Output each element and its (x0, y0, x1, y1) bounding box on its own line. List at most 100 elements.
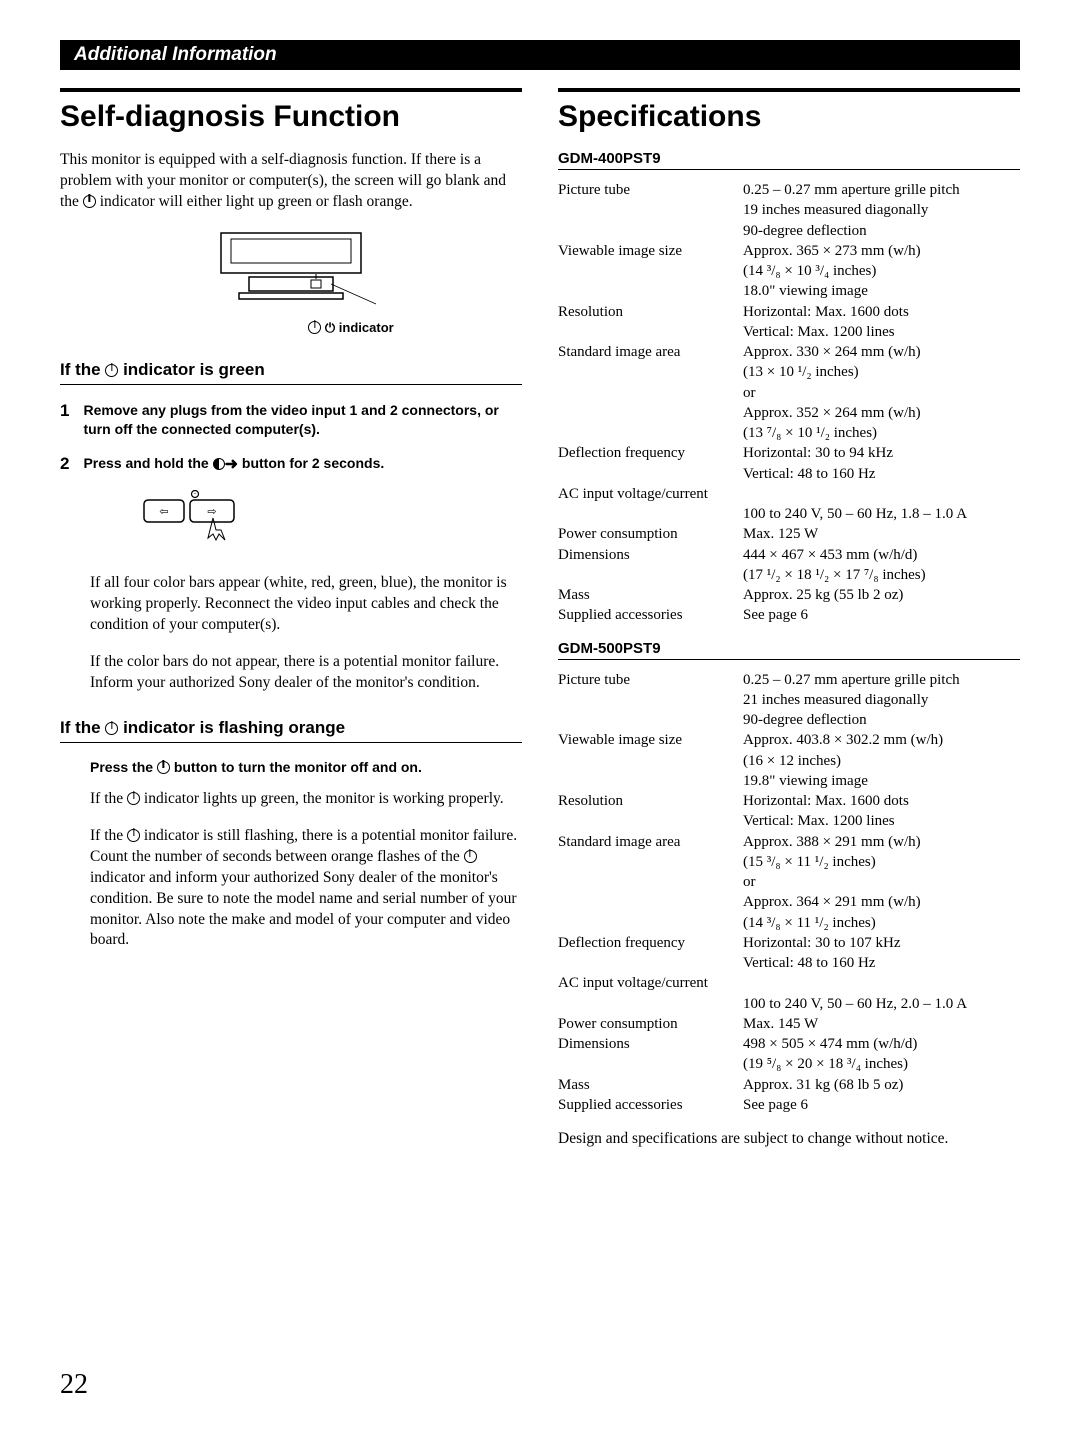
spec-row: (15 ³/₈ × 11 ¹/₂ inches) (558, 852, 1020, 872)
spec-row: (16 × 12 inches) (558, 751, 1020, 771)
spec-value: Horizontal: Max. 1600 dots (743, 302, 1020, 322)
green-para2: If the color bars do not appear, there i… (90, 652, 522, 694)
spec-value: Approx. 31 kg (68 lb 5 oz) (743, 1075, 1020, 1095)
spec-row: Picture tube0.25 – 0.27 mm aperture gril… (558, 670, 1020, 690)
power-icon (127, 792, 140, 805)
spec-value: See page 6 (743, 1095, 1020, 1115)
spec-row: Standard image areaApprox. 330 × 264 mm … (558, 342, 1020, 362)
spec-row: (19 ⁵/₈ × 20 × 18 ³/₄ inches) (558, 1054, 1020, 1074)
spec-row: Picture tube0.25 – 0.27 mm aperture gril… (558, 180, 1020, 200)
spec-row: Supplied accessoriesSee page 6 (558, 1095, 1020, 1115)
orange-heading: If the indicator is flashing orange (60, 718, 522, 743)
spec-value: (13 ⁷/₈ × 10 ¹/₂ inches) (743, 423, 1020, 443)
spec-value: or (743, 872, 1020, 892)
intro-text: This monitor is equipped with a self-dia… (60, 150, 522, 213)
spec-label: Standard image area (558, 342, 743, 362)
spec-row: ResolutionHorizontal: Max. 1600 dots (558, 302, 1020, 322)
spec-row: 19.8" viewing image (558, 771, 1020, 791)
spec-row: Viewable image sizeApprox. 365 × 273 mm … (558, 241, 1020, 261)
power-icon (308, 321, 321, 334)
spec-row: AC input voltage/current (558, 973, 1020, 993)
spec-row: Vertical: Max. 1200 lines (558, 811, 1020, 831)
spec-row: Dimensions444 × 467 × 453 mm (w/h/d) (558, 545, 1020, 565)
spec-value: 444 × 467 × 453 mm (w/h/d) (743, 545, 1020, 565)
spec-value: Max. 145 W (743, 1014, 1020, 1034)
spec-value: 90-degree deflection (743, 710, 1020, 730)
spec-label (558, 872, 743, 892)
spec-value: (14 ³/₈ × 10 ³/₄ inches) (743, 261, 1020, 281)
spec-label: Picture tube (558, 180, 743, 200)
spec-label: Resolution (558, 791, 743, 811)
spec-value: 0.25 – 0.27 mm aperture grille pitch (743, 180, 1020, 200)
spec-label: Mass (558, 1075, 743, 1095)
power-icon (127, 829, 140, 842)
step-number: 2 (60, 454, 69, 476)
spec-row: (14 ³/₈ × 11 ¹/₂ inches) (558, 913, 1020, 933)
spec-row: ResolutionHorizontal: Max. 1600 dots (558, 791, 1020, 811)
spec-label (558, 565, 743, 585)
spec-row: Viewable image sizeApprox. 403.8 × 302.2… (558, 730, 1020, 750)
spec-label: Picture tube (558, 670, 743, 690)
power-icon (105, 364, 118, 377)
spec-value: 19 inches measured diagonally (743, 200, 1020, 220)
spec-label (558, 690, 743, 710)
green-para1: If all four color bars appear (white, re… (90, 573, 522, 636)
spec-label (558, 771, 743, 791)
spec-value: (19 ⁵/₈ × 20 × 18 ³/₄ inches) (743, 1054, 1020, 1074)
spec-label (558, 322, 743, 342)
diagram-caption: ⏻ indicator (60, 320, 522, 336)
spec-value: (14 ³/₈ × 11 ¹/₂ inches) (743, 913, 1020, 933)
right-title: Specifications (558, 100, 1020, 134)
spec-label (558, 913, 743, 933)
step-1: 1 Remove any plugs from the video input … (60, 401, 522, 440)
spec-row: or (558, 872, 1020, 892)
spec-note: Design and specifications are subject to… (558, 1129, 1020, 1150)
spec-value: 19.8" viewing image (743, 771, 1020, 791)
page-number: 22 (60, 1369, 88, 1401)
power-icon (83, 195, 96, 208)
spec-value: Approx. 352 × 264 mm (w/h) (743, 403, 1020, 423)
spec-value: 21 inches measured diagonally (743, 690, 1020, 710)
spec-value: Vertical: Max. 1200 lines (743, 322, 1020, 342)
step-text: Press and hold the ➜ button for 2 second… (83, 454, 384, 476)
spec-row: MassApprox. 31 kg (68 lb 5 oz) (558, 1075, 1020, 1095)
spec-row: (13 × 10 ¹/₂ inches) (558, 362, 1020, 382)
spec-value: 498 × 505 × 474 mm (w/h/d) (743, 1034, 1020, 1054)
monitor-diagram (60, 231, 522, 312)
model2-specs: Picture tube0.25 – 0.27 mm aperture gril… (558, 670, 1020, 1116)
spec-value: Approx. 330 × 264 mm (w/h) (743, 342, 1020, 362)
spec-label: Viewable image size (558, 730, 743, 750)
spec-label (558, 403, 743, 423)
spec-row: Dimensions498 × 505 × 474 mm (w/h/d) (558, 1034, 1020, 1054)
spec-row: Vertical: 48 to 160 Hz (558, 953, 1020, 973)
spec-row: Deflection frequencyHorizontal: 30 to 94… (558, 443, 1020, 463)
left-column: Self-diagnosis Function This monitor is … (60, 88, 522, 1150)
spec-row: 19 inches measured diagonally (558, 200, 1020, 220)
model1-name: GDM-400PST9 (558, 150, 1020, 170)
spec-label (558, 852, 743, 872)
spec-label (558, 464, 743, 484)
spec-label: Resolution (558, 302, 743, 322)
spec-value: Approx. 364 × 291 mm (w/h) (743, 892, 1020, 912)
contrast-icon (213, 458, 225, 470)
spec-row: Vertical: 48 to 160 Hz (558, 464, 1020, 484)
spec-label: AC input voltage/current (558, 973, 743, 993)
spec-value: Approx. 365 × 273 mm (w/h) (743, 241, 1020, 261)
spec-row: AC input voltage/current (558, 484, 1020, 504)
model2-name: GDM-500PST9 (558, 640, 1020, 660)
spec-row: (17 ¹/₂ × 18 ¹/₂ × 17 ⁷/₈ inches) (558, 565, 1020, 585)
spec-value: (13 × 10 ¹/₂ inches) (743, 362, 1020, 382)
spec-label (558, 710, 743, 730)
spec-label: Deflection frequency (558, 443, 743, 463)
spec-value: Max. 125 W (743, 524, 1020, 544)
spec-value: Approx. 388 × 291 mm (w/h) (743, 832, 1020, 852)
spec-row: Power consumptionMax. 145 W (558, 1014, 1020, 1034)
spec-value: 90-degree deflection (743, 221, 1020, 241)
spec-label: AC input voltage/current (558, 484, 743, 504)
spec-value: 0.25 – 0.27 mm aperture grille pitch (743, 670, 1020, 690)
step-number: 1 (60, 401, 69, 440)
spec-row: 21 inches measured diagonally (558, 690, 1020, 710)
spec-label: Mass (558, 585, 743, 605)
left-title: Self-diagnosis Function (60, 100, 522, 134)
spec-row: 90-degree deflection (558, 221, 1020, 241)
